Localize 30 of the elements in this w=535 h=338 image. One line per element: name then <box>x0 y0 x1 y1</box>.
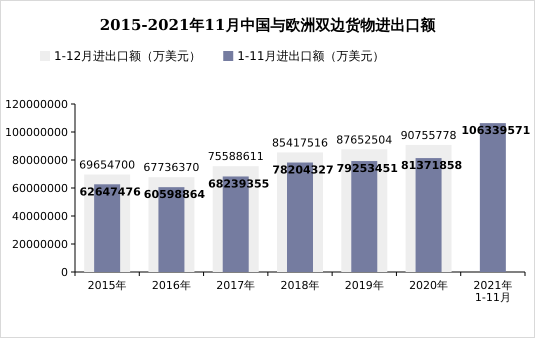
legend-label: 1-12月进出口额（万美元） <box>54 49 202 63</box>
data-label: 62647476 <box>80 185 142 198</box>
data-label: 60598864 <box>144 188 206 202</box>
y-tick-label: 60000000 <box>12 182 68 195</box>
chart-title: 2015-2021年11月中国与欧洲双边货物进出口额 <box>100 16 436 34</box>
x-tick-label: 2019年 <box>344 279 384 292</box>
y-tick-label: 0 <box>61 266 68 279</box>
data-label: 78204327 <box>272 164 334 177</box>
x-tick-label: 2018年 <box>280 279 320 292</box>
x-tick-label: 2016年 <box>152 279 191 292</box>
y-tick-label: 40000000 <box>12 210 68 223</box>
x-tick-label: 2020年 <box>409 279 448 292</box>
y-tick-label: 120000000 <box>5 98 68 111</box>
data-label: 90755778 <box>400 128 457 142</box>
y-tick-label: 80000000 <box>12 154 68 167</box>
data-label: 87652504 <box>336 133 392 146</box>
data-label: 67736370 <box>143 161 200 174</box>
y-tick-label: 100000000 <box>5 126 68 139</box>
data-label: 106339571 <box>461 124 530 138</box>
data-label: 79253451 <box>336 162 398 176</box>
data-label: 75588611 <box>208 150 264 164</box>
data-label: 81371858 <box>400 159 462 172</box>
legend-label: 1-11月进出口额（万美元） <box>237 49 384 63</box>
data-label: 68239355 <box>208 177 270 190</box>
x-tick-label: 2015年 <box>88 279 127 292</box>
x-tick-label: 2021年 1-11月 <box>473 279 512 304</box>
data-label: 85417516 <box>272 136 328 150</box>
y-tick-label: 20000000 <box>12 238 68 251</box>
data-label: 69654700 <box>79 158 136 172</box>
x-tick-label: 2017年 <box>216 279 256 292</box>
